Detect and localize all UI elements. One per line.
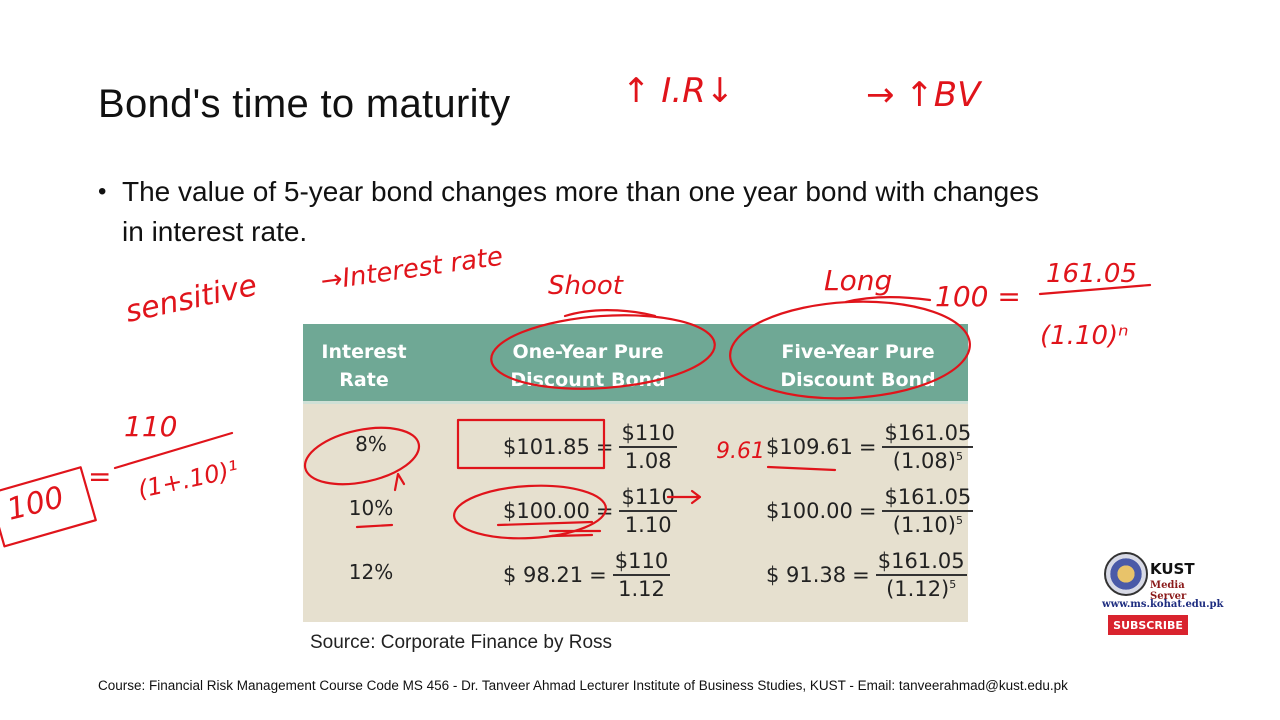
header-five-year-bond: Five-Year Pure Discount Bond [780, 341, 936, 391]
bullet-point: • The value of 5-year bond changes more … [98, 172, 1058, 252]
table-row: 12% $ 98.21 = $110 1.12 $ 91.38 = $161.05 (1… [303, 544, 968, 606]
logo-name: KUST [1150, 560, 1195, 578]
note-left-100: 100 [3, 480, 67, 528]
logo-subtitle: Media Server [1150, 580, 1187, 602]
table-header: Interest Rate One-Year Pure Discount Bond … [303, 324, 968, 404]
table-row: 10% $100.00 = $110 1.10 $100.00 = $161.05 (1… [303, 480, 974, 542]
header-one-year-bond: One-Year Pure Discount Bond [510, 341, 666, 391]
fraction-line-icon [113, 431, 234, 470]
logo-url: www.ms.kohat.edu.pk [1102, 599, 1224, 610]
note-left-eq: = [88, 460, 111, 493]
bond-value-table: Interest Rate One-Year Pure Discount Bond … [303, 324, 974, 622]
note-long: Long [824, 264, 892, 297]
header-interest-rate: Interest Rate [321, 341, 407, 391]
rate-cell: 10% [348, 496, 394, 520]
note-bv-up: → ↑BV [866, 75, 983, 115]
fraction-line-icon [1038, 283, 1152, 296]
note-left-num: 110 [124, 410, 177, 443]
subscribe-button[interactable]: SUBSCRIBE [1108, 615, 1188, 635]
note-eq-num: 161.05 [1046, 259, 1137, 289]
table-row: 8% $101.85 = $110 1.08 $109.61 = $161.05 (1.… [303, 416, 974, 478]
note-short: Shoot [548, 271, 624, 301]
five-year-value: $ 91.38 = $161.05 (1.12)5 [766, 549, 967, 601]
source-citation: Source: Corporate Finance by Ross [310, 632, 613, 653]
bullet-icon: • [98, 178, 107, 205]
five-year-value: $109.61 = $161.05 (1.08)5 [766, 421, 974, 473]
rate-cell: 8% [355, 432, 387, 456]
one-year-value: $ 98.21 = $110 1.12 [503, 549, 671, 601]
note-eq-lhs: 100 = [935, 280, 1021, 313]
kust-media-logo: KUST Media Server www.ms.kohat.edu.pk SU… [1098, 548, 1223, 643]
slide-title: Bond's time to maturity [98, 82, 511, 126]
note-left-den: (1+.10)¹ [135, 455, 241, 504]
one-year-value: $100.00 = $110 1.10 [503, 485, 677, 537]
bullet-text: The value of 5-year bond changes more th… [122, 176, 1039, 247]
one-year-value: $101.85 = $110 1.08 [503, 421, 677, 473]
course-footer: Course: Financial Risk Management Course… [98, 678, 1068, 693]
rate-cell: 12% [348, 560, 394, 584]
note-ir-down: ↑ I.R↓ [622, 71, 734, 111]
five-year-value: $100.00 = $161.05 (1.10)5 [766, 485, 974, 537]
note-sensitive: sensitive [122, 268, 260, 330]
note-eq-den: (1.10)ⁿ [1040, 321, 1129, 351]
university-emblem-icon [1104, 552, 1148, 596]
box-100-icon [0, 466, 97, 548]
